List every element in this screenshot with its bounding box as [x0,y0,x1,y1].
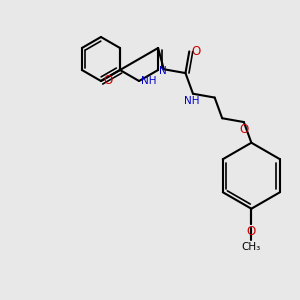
Text: N: N [159,66,167,76]
Text: CH₃: CH₃ [242,242,261,252]
Text: O: O [239,123,248,136]
Text: O: O [191,45,200,58]
Text: NH: NH [141,76,157,86]
Text: O: O [103,74,112,86]
Text: O: O [247,225,256,238]
Text: NH: NH [184,96,200,106]
